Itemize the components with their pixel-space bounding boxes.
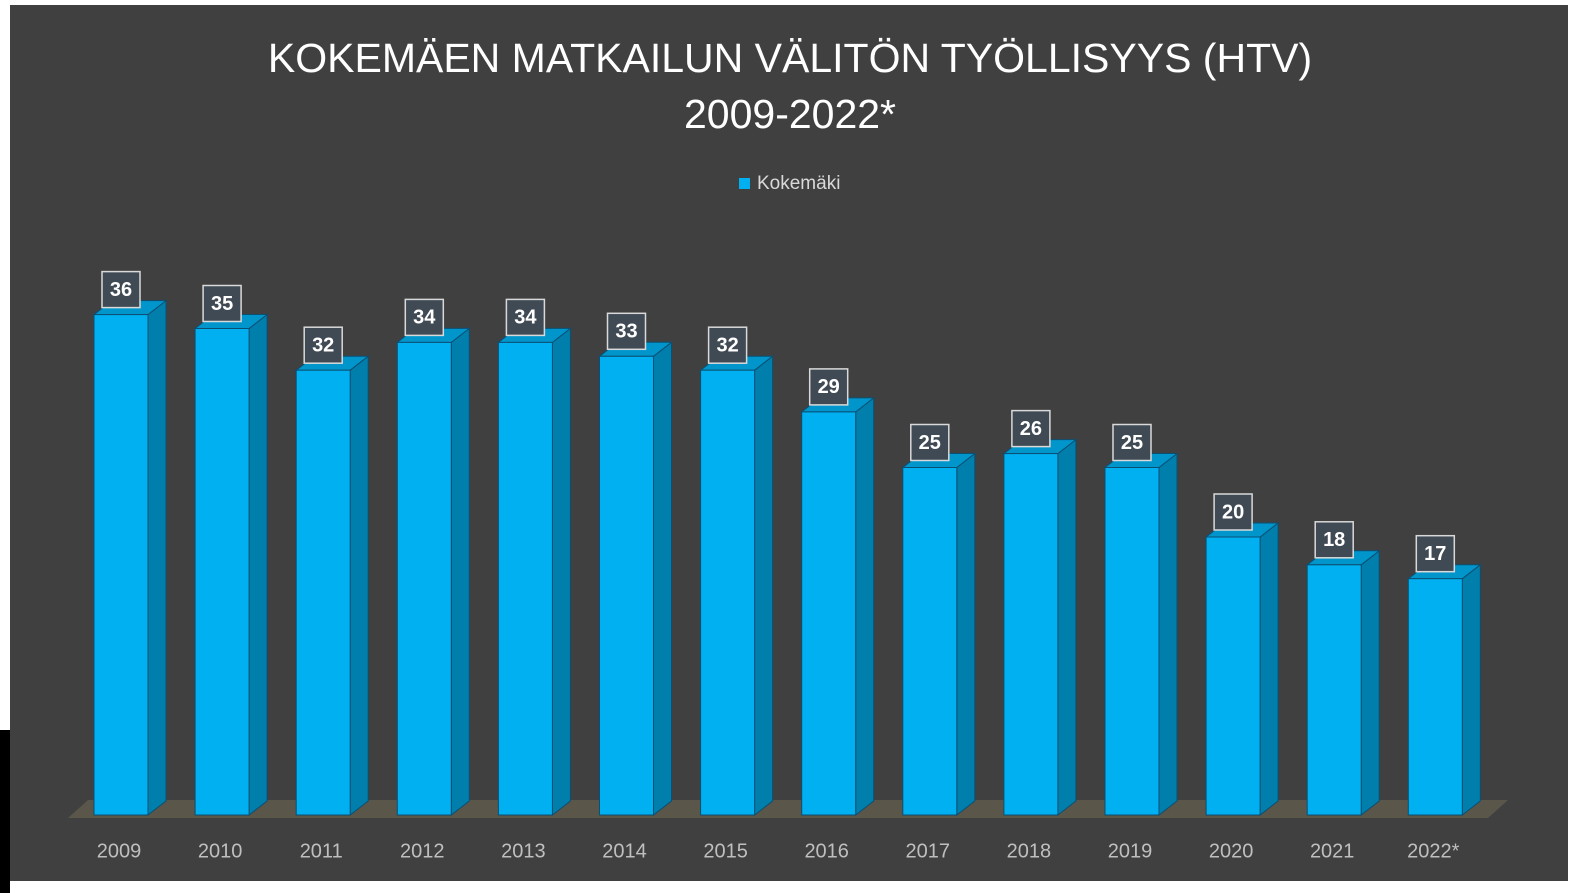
bar-side [248,313,268,817]
value-label-box [404,298,445,337]
value-label: 18 [1323,529,1345,551]
x-tick-label: 2018 [1007,840,1052,862]
value-label-box [1314,521,1354,559]
value-label: 29 [818,376,840,398]
bar [194,328,250,816]
value-label-box [1415,534,1456,573]
x-tick-label: 2021 [1310,840,1355,862]
value-label: 32 [716,334,738,356]
value-label-box [606,312,647,351]
legend-label: Kokemäki [757,173,840,194]
bar-side [450,327,470,817]
bar [599,355,654,816]
bar-side [1259,521,1279,817]
x-tick-label: 2020 [1209,840,1254,862]
value-label: 17 [1424,543,1446,565]
bar-side [956,452,976,817]
value-label-box [808,368,849,406]
bar [700,369,756,816]
bar [801,411,857,816]
bar-side [1360,549,1380,817]
value-label: 26 [1020,418,1042,440]
x-tick-label: 2010 [198,840,243,862]
value-label: 34 [514,307,537,329]
value-label-box [202,284,242,323]
bar-side [855,396,875,817]
bar-side [1057,438,1077,817]
value-label-box [101,270,141,309]
bar [1306,564,1362,816]
bar-side [1158,452,1178,817]
bar-side [653,341,672,817]
value-label-box [1112,423,1152,462]
value-label: 25 [919,432,941,454]
value-label: 20 [1222,501,1244,523]
bar [1003,453,1059,816]
x-tick-label: 2013 [501,840,546,862]
bar-side [349,355,369,817]
x-tick-label: 2019 [1108,840,1153,862]
value-label-box [910,423,950,462]
value-label-box [707,326,748,364]
x-tick-label: 2022* [1407,840,1459,862]
bar [396,341,452,816]
corner [0,730,10,893]
value-label-box [1011,409,1051,448]
value-label: 32 [312,334,334,356]
chart-title: KOKEMÄEN MATKAILUN VÄLITÖN TYÖLLISYYS (H… [267,35,1313,137]
x-tick-label: 2012 [400,840,445,862]
x-tick-label: 2014 [602,840,647,862]
legend-swatch [739,178,750,189]
bar-side [551,327,571,817]
value-label: 25 [1121,432,1143,454]
bar [497,341,553,816]
x-tick-label: 2016 [804,840,849,862]
bar [1205,536,1261,816]
value-label: 33 [615,321,637,343]
bar [902,467,958,816]
bar [1104,467,1160,816]
x-tick-label: 2011 [300,840,343,862]
value-label: 35 [211,293,233,315]
bar [1407,578,1463,816]
floor [68,800,1508,818]
bar [93,314,149,816]
x-tick-label: 2017 [906,840,951,862]
value-label: 34 [413,307,436,329]
bar-side [1461,563,1481,817]
value-label-box [303,326,343,364]
bar-side [147,299,167,817]
bar [295,369,351,816]
value-label: 36 [110,279,132,301]
value-label-box [1213,493,1253,531]
x-tick-label: 2009 [97,840,142,862]
x-tick-label: 2015 [703,840,748,862]
bar-side [754,355,774,817]
value-label-box [505,298,546,337]
